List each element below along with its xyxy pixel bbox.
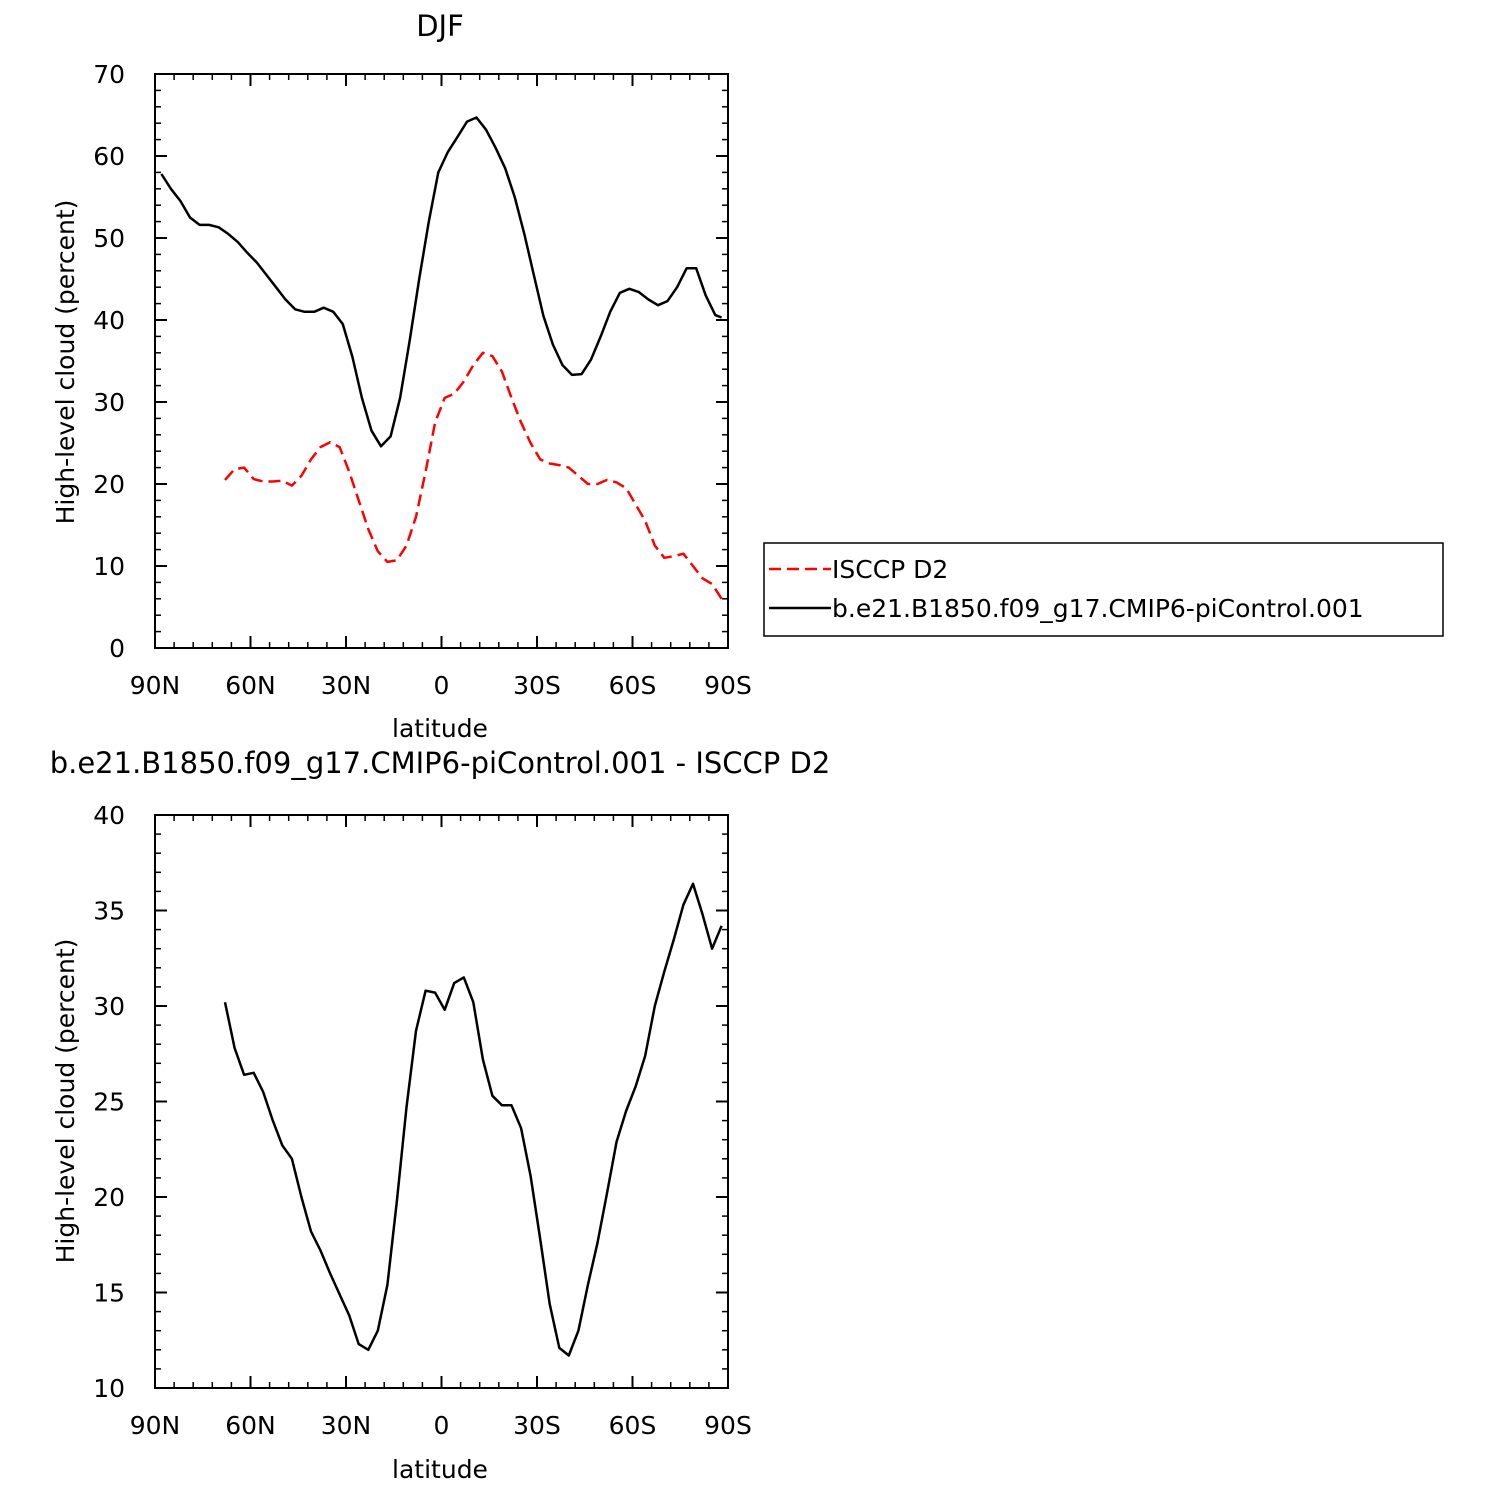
top-x-tick-label: 90N: [130, 671, 181, 700]
legend-box: [763, 542, 1444, 637]
bottom-y-tick-label: 40: [93, 801, 125, 830]
bottom-y-tick-label: 35: [93, 897, 125, 926]
top-y-tick-label: 20: [93, 470, 125, 499]
top-x-tick-label: 30N: [321, 671, 372, 700]
top-x-tick-label: 30S: [513, 671, 561, 700]
bottom-y-tick-label: 25: [93, 1088, 125, 1117]
top-plot-frame: [154, 73, 729, 649]
top-y-tick-label: 70: [93, 60, 125, 89]
bottom-x-tick-label: 90N: [130, 1411, 181, 1440]
bottom-x-axis-label: latitude: [392, 1455, 488, 1484]
bottom-chart-title: b.e21.B1850.f09_g17.CMIP6-piControl.001 …: [50, 746, 831, 780]
top-y-axis-label: High-level cloud (percent): [51, 200, 80, 525]
bottom-x-tick-label: 90S: [704, 1411, 752, 1440]
top-y-tick-label: 50: [93, 224, 125, 253]
top-x-axis-label: latitude: [392, 714, 488, 743]
bottom-panel: b.e21.B1850.f09_g17.CMIP6-piControl.001 …: [50, 746, 831, 1484]
bottom-x-tick-label: 0: [434, 1411, 450, 1440]
bottom-x-tick-label: 30S: [513, 1411, 561, 1440]
bottom-series-line-solid-0: [223, 882, 723, 1357]
bottom-y-axis-label: High-level cloud (percent): [51, 939, 80, 1264]
bottom-series-lines: [223, 882, 723, 1357]
top-series-line-solid-1: [160, 116, 723, 448]
top-y-tick-label: 60: [93, 142, 125, 171]
top-y-tick-label: 40: [93, 306, 125, 335]
top-y-tick-label: 0: [109, 634, 125, 663]
legend-label-isccp: ISCCP D2: [832, 555, 948, 584]
bottom-plot-frame: [154, 814, 729, 1389]
top-y-tick-label: 10: [93, 552, 125, 581]
bottom-x-tick-label: 30N: [321, 1411, 372, 1440]
top-chart-title: DJF: [416, 9, 464, 43]
top-x-tick-label: 60S: [609, 671, 657, 700]
top-axis-ticks: 90N 60N 30N 0 30S 60S 90S 0 10 20 30 40 50 60 70: [93, 60, 752, 700]
bottom-y-tick-label: 10: [93, 1374, 125, 1403]
bottom-y-tick-label: 15: [93, 1279, 125, 1308]
bottom-y-tick-label: 30: [93, 992, 125, 1021]
top-x-tick-label: 90S: [704, 671, 752, 700]
bottom-x-tick-label: 60S: [609, 1411, 657, 1440]
bottom-x-tick-label: 60N: [225, 1411, 276, 1440]
top-series-line-dashed-0: [224, 351, 723, 600]
top-series-lines: [160, 116, 723, 600]
top-y-tick-label: 30: [93, 388, 125, 417]
top-x-tick-label: 0: [434, 671, 450, 700]
bottom-axis-ticks: 90N 60N 30N 0 30S 60S 90S 10 15 20 25 30 35 40: [93, 801, 752, 1440]
bottom-y-tick-label: 20: [93, 1183, 125, 1212]
top-x-tick-label: 60N: [225, 671, 276, 700]
legend-label-model: b.e21.B1850.f09_g17.CMIP6-piControl.001: [832, 594, 1364, 623]
legend: ISCCP D2 b.e21.B1850.f09_g17.CMIP6-piCon…: [763, 542, 1444, 637]
top-panel: DJF High-level cloud (percent) latitude …: [51, 9, 752, 743]
